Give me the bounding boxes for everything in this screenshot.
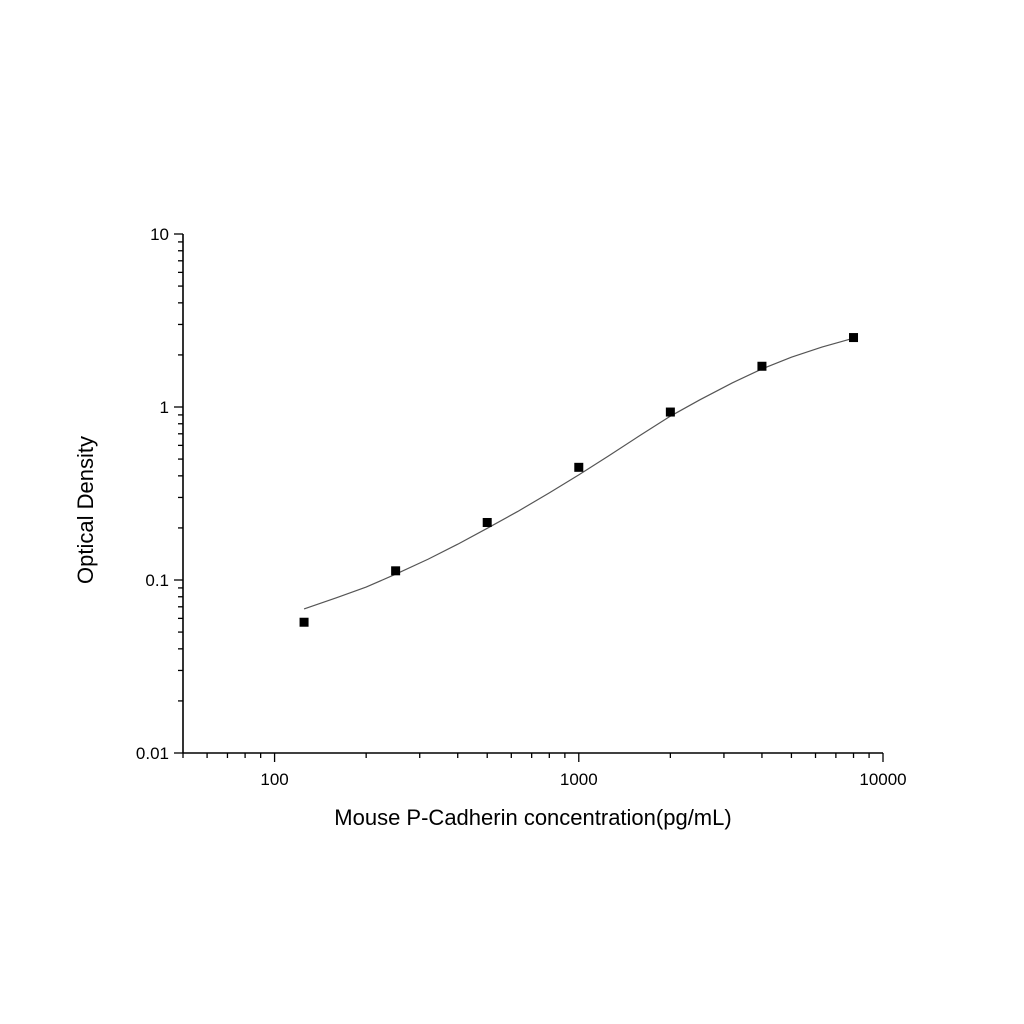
x-tick-label: 1000 [560, 770, 598, 789]
y-tick-label: 0.01 [136, 744, 169, 763]
y-tick-label: 0.1 [145, 571, 169, 590]
x-axis-title: Mouse P-Cadherin concentration(pg/mL) [334, 805, 731, 830]
data-point [849, 333, 859, 343]
data-points-layer [299, 333, 859, 627]
data-point [574, 462, 584, 472]
axes: 0.01 0.1 1 10 100 1000 10000 [136, 225, 907, 789]
y-axis-title: Optical Density [73, 436, 98, 584]
fit-curve [303, 337, 854, 610]
fit-curve-layer [303, 337, 854, 610]
x-tick-label: 10000 [859, 770, 906, 789]
y-tick-label: 1 [160, 398, 169, 417]
data-point [299, 617, 309, 627]
y-tick-label: 10 [150, 225, 169, 244]
data-point [665, 407, 675, 417]
x-tick-label: 100 [260, 770, 288, 789]
data-point [757, 361, 767, 371]
data-point [391, 566, 401, 576]
data-point [482, 517, 492, 527]
